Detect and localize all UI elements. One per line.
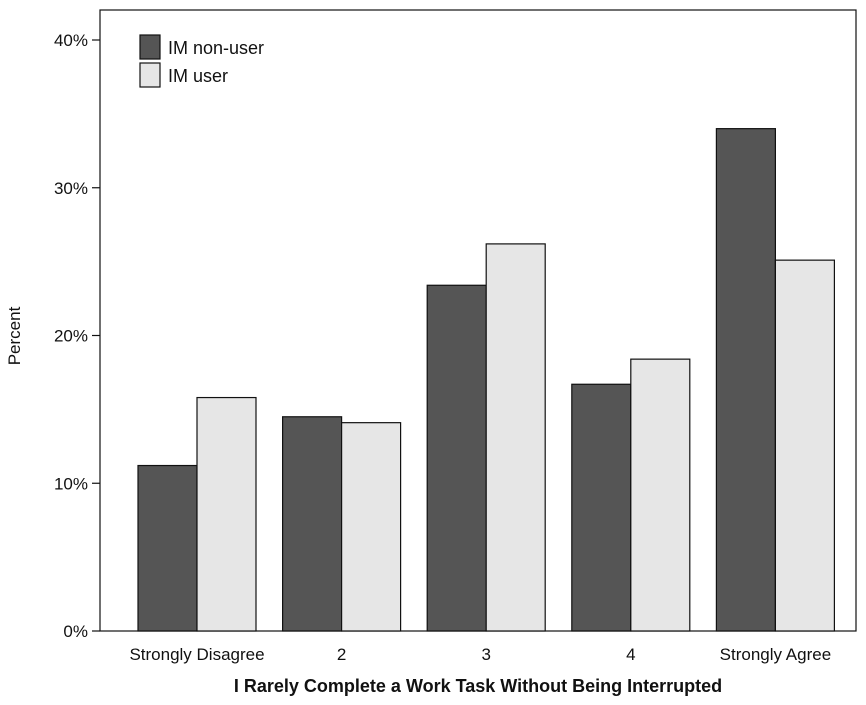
x-axis-title: I Rarely Complete a Work Task Without Be… (234, 676, 722, 696)
x-tick-label: Strongly Disagree (129, 645, 264, 664)
legend-swatch (139, 62, 161, 88)
legend-swatch (139, 34, 161, 60)
x-axis: Strongly Disagree 2 3 4 Strongly Agree (129, 645, 831, 664)
bar-im-user-1 (341, 422, 402, 632)
y-tick-label: 10% (54, 474, 88, 493)
bar-im-user-4 (774, 259, 836, 632)
bar-im-non-user-1 (282, 416, 343, 632)
legend-label: IM user (168, 66, 228, 86)
x-tick-label: 3 (481, 645, 490, 664)
bar-im-non-user-2 (426, 284, 487, 632)
y-axis: 0% 10% 20% 30% 40% (54, 31, 100, 641)
bars-group (137, 128, 836, 632)
y-tick-label: 20% (54, 327, 88, 346)
y-tick-label: 0% (63, 622, 88, 641)
bar-im-user-0 (196, 396, 257, 632)
bar-im-user-2 (485, 243, 546, 632)
x-tick-label: 4 (626, 645, 635, 664)
x-tick-label: Strongly Agree (720, 645, 832, 664)
bar-im-non-user-4 (715, 128, 777, 632)
x-tick-label: 2 (337, 645, 346, 664)
bar-im-user-3 (630, 358, 691, 632)
bar-im-non-user-0 (137, 464, 198, 632)
y-tick-label: 30% (54, 179, 88, 198)
legend-label: IM non-user (168, 38, 264, 58)
y-axis-title: Percent (5, 306, 24, 365)
y-tick-label: 40% (54, 31, 88, 50)
bar-im-non-user-3 (571, 383, 632, 632)
legend: IM non-user IM user (139, 34, 264, 88)
